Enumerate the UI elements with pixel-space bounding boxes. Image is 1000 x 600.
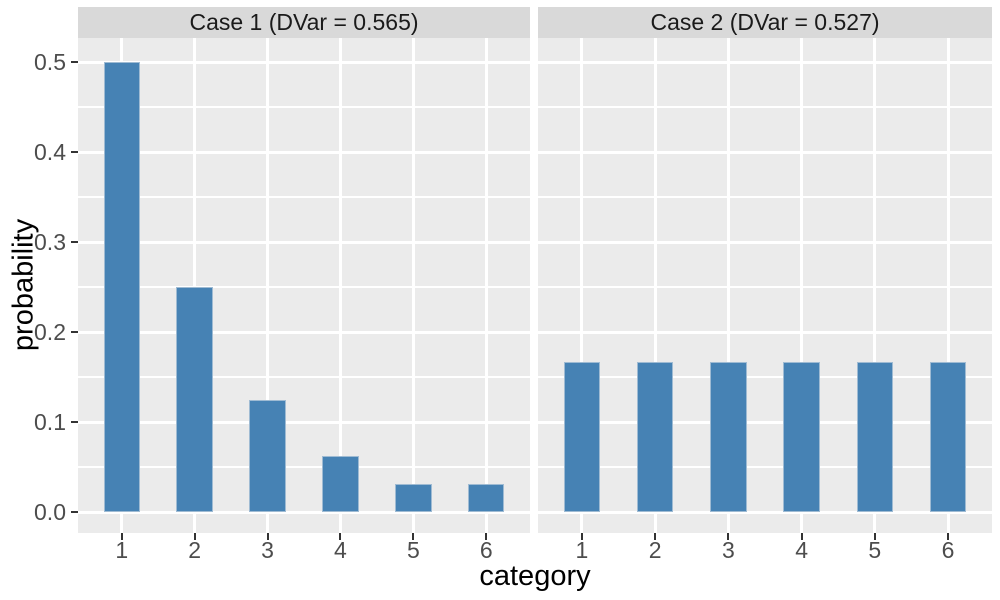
y-tick-label: 0.0	[34, 499, 66, 525]
x-tick-mark	[654, 533, 657, 540]
y-tick-mark	[71, 331, 78, 333]
x-tick-mark	[193, 533, 196, 540]
minor-gridline	[78, 106, 530, 108]
x-tick-label: 5	[868, 537, 882, 563]
bar	[395, 483, 432, 512]
x-tick-label: 4	[334, 537, 347, 563]
minor-gridline	[78, 376, 530, 378]
minor-gridline	[78, 196, 530, 198]
bar	[636, 361, 674, 512]
bar	[563, 361, 601, 512]
y-tick-mark	[71, 151, 78, 153]
vertical-gridline	[484, 38, 488, 533]
facet-strip-label: Case 1 (DVar = 0.565)	[189, 9, 419, 35]
bar	[322, 455, 359, 512]
x-tick-label: 3	[721, 537, 735, 563]
minor-gridline	[78, 286, 530, 288]
x-axis-title: category	[479, 560, 591, 592]
x-tick-mark	[485, 533, 488, 540]
x-tick-label: 2	[648, 537, 662, 563]
vertical-gridline	[873, 38, 877, 533]
major-gridline	[78, 150, 530, 154]
x-tick-mark	[412, 533, 415, 540]
bar	[468, 483, 505, 512]
major-gridline	[538, 150, 992, 154]
plot-panel-1	[78, 38, 530, 533]
bar	[929, 361, 967, 512]
major-gridline	[78, 420, 530, 424]
major-gridline	[78, 240, 530, 244]
x-tick-label: 3	[261, 537, 274, 563]
x-tick-mark	[120, 533, 123, 540]
bar	[249, 399, 286, 512]
major-gridline	[538, 330, 992, 334]
y-tick-label: 0.4	[34, 139, 66, 165]
vertical-gridline	[653, 38, 657, 533]
vertical-gridline	[266, 38, 270, 533]
bar	[783, 361, 820, 512]
y-tick-label: 0.5	[34, 49, 66, 75]
bar	[103, 62, 140, 512]
vertical-gridline	[193, 38, 197, 533]
vertical-gridline	[338, 38, 342, 533]
x-tick-mark	[580, 533, 583, 540]
x-tick-label: 1	[575, 537, 589, 563]
minor-gridline	[538, 196, 992, 198]
y-tick-mark	[71, 61, 78, 63]
x-tick-mark	[873, 533, 876, 540]
vertical-gridline	[411, 38, 415, 533]
bar	[710, 361, 747, 512]
major-gridline	[538, 420, 992, 424]
vertical-gridline	[800, 38, 804, 533]
x-tick-mark	[947, 533, 950, 540]
minor-gridline	[78, 466, 530, 468]
major-gridline	[538, 60, 992, 64]
x-tick-label: 4	[795, 537, 808, 563]
major-gridline	[78, 510, 530, 514]
facet-strip-label: Case 2 (DVar = 0.527)	[650, 9, 880, 35]
y-tick-mark	[71, 241, 78, 243]
x-tick-mark	[727, 533, 730, 540]
minor-gridline	[538, 376, 992, 378]
major-gridline	[538, 240, 992, 244]
vertical-gridline	[726, 38, 730, 533]
major-gridline	[78, 60, 530, 64]
x-tick-label: 6	[479, 537, 493, 563]
y-tick-label: 0.2	[34, 319, 66, 345]
x-tick-label: 1	[115, 537, 129, 563]
y-tick-label: 0.1	[34, 409, 66, 435]
x-tick-mark	[339, 533, 342, 540]
facet-strip-2: Case 2 (DVar = 0.527)	[538, 7, 992, 38]
x-tick-label: 6	[941, 537, 955, 563]
plot-panel-2	[538, 38, 992, 533]
minor-gridline	[538, 466, 992, 468]
y-tick-mark	[71, 421, 78, 423]
y-tick-mark	[71, 511, 78, 513]
vertical-gridline	[946, 38, 950, 533]
x-tick-label: 2	[188, 537, 202, 563]
x-tick-mark	[800, 533, 803, 540]
x-tick-mark	[266, 533, 269, 540]
major-gridline	[538, 510, 992, 514]
y-tick-label: 0.3	[34, 229, 66, 255]
vertical-gridline	[580, 38, 584, 533]
minor-gridline	[538, 286, 992, 288]
bar	[856, 361, 894, 512]
major-gridline	[78, 330, 530, 334]
x-tick-label: 5	[406, 537, 420, 563]
bar	[176, 287, 213, 512]
facet-strip-1: Case 1 (DVar = 0.565)	[78, 7, 530, 38]
minor-gridline	[538, 106, 992, 108]
